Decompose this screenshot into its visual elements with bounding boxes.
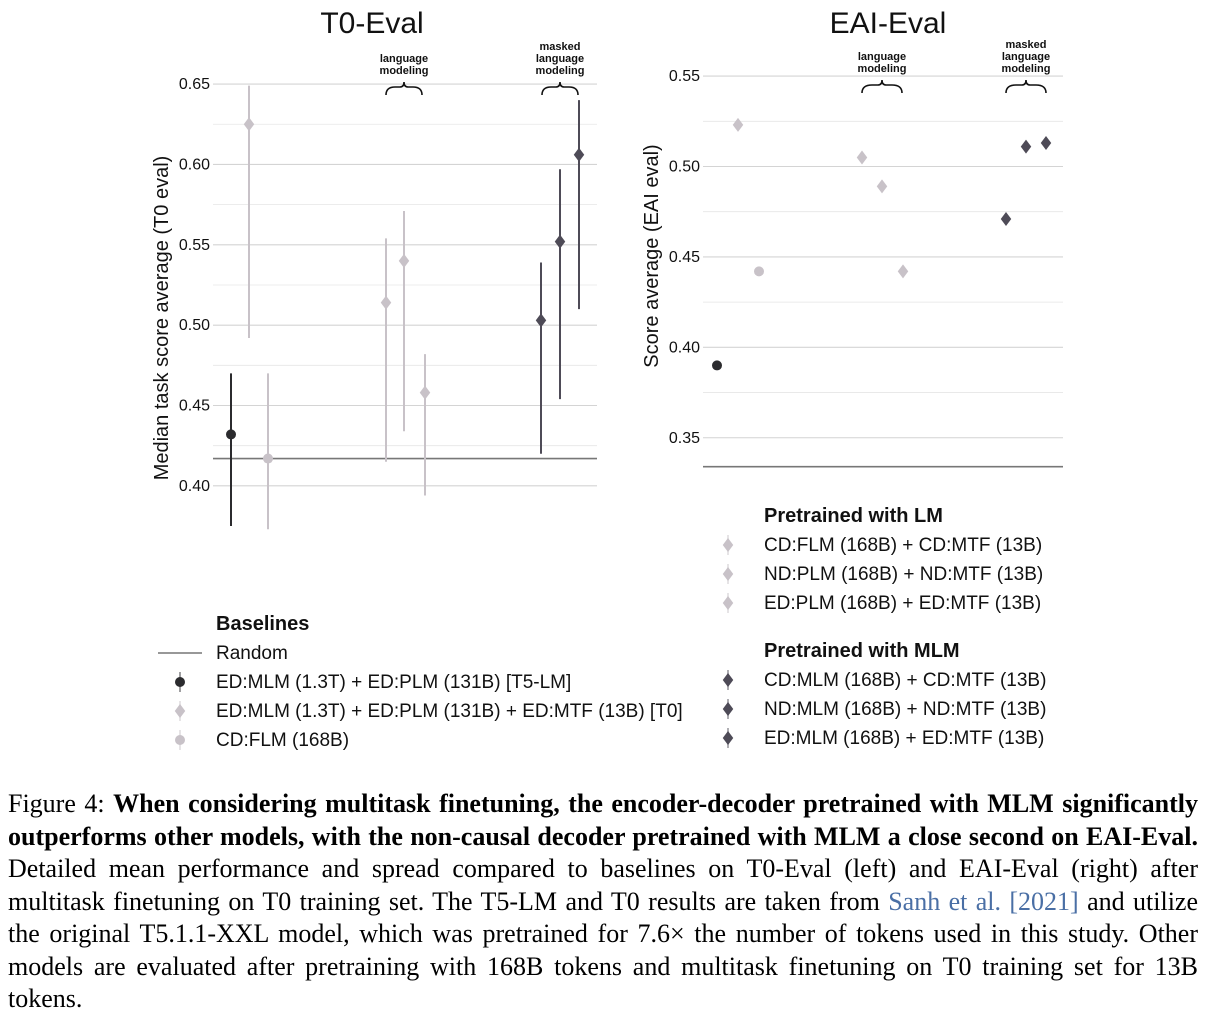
mlm-legend-marker — [722, 673, 734, 687]
t0-eval-annotation-text: language — [536, 53, 584, 65]
lm-legend-label: ED:PLM (168B) + ED:MTF (13B) — [764, 593, 1041, 614]
t0-eval-y-tick-label: 0.40 — [179, 478, 210, 495]
t0-eval-data-point — [243, 117, 255, 132]
t0-eval-data-point — [380, 295, 392, 310]
baselines-legend-title: Baselines — [216, 613, 309, 635]
lm-legend-label: CD:FLM (168B) + CD:MTF (13B) — [764, 535, 1042, 556]
t0-eval-annotation-brace — [541, 81, 579, 96]
eai-eval-annotation-text: modeling — [1002, 63, 1051, 75]
t0-eval-y-tick-label: 0.65 — [179, 76, 210, 93]
t0-eval-y-tick-label: 0.50 — [179, 317, 210, 334]
t0-eval-y-axis-label: Median task score average (T0 eval) — [151, 156, 173, 481]
lm-legend-marker — [722, 538, 734, 552]
eai-eval-y-axis-label: Score average (EAI eval) — [641, 144, 663, 367]
t0-eval-annotation-brace — [385, 81, 423, 96]
eai-eval-annotation-text: masked — [1006, 39, 1047, 51]
eai-eval-annotation-brace — [861, 79, 903, 94]
eai-eval-data-point — [897, 264, 909, 279]
eai-eval-title: EAI-Eval — [830, 7, 947, 40]
baselines-legend-label: Random — [216, 643, 288, 664]
t0-eval-annotation-text: language — [380, 53, 428, 65]
figure-caption: Figure 4: When considering multitask fin… — [8, 788, 1198, 1016]
mlm-legend-marker — [722, 731, 734, 745]
eai-eval-y-tick-label: 0.45 — [669, 249, 700, 266]
legend-pretrained-lm: Pretrained with LM CD:FLM (168B) + CD:MTF… — [722, 505, 1043, 614]
eai-eval-y-tick-label: 0.40 — [669, 339, 700, 356]
eai-eval-annotation-brace — [1005, 79, 1047, 94]
mlm-legend-title: Pretrained with MLM — [764, 640, 960, 662]
mlm-legend-label: ND:MLM (168B) + ND:MTF (13B) — [764, 699, 1046, 720]
eai-eval-data-point — [754, 266, 764, 277]
t0-eval-y-tick-label: 0.55 — [179, 237, 210, 254]
eai-eval-data-point — [1020, 139, 1032, 154]
figure-4: T0-Eval 0.40 0.45 0.50 0.55 0.60 0.65 Median … — [151, 7, 1063, 751]
eai-eval-data-point — [856, 150, 868, 165]
lm-legend-label: ND:PLM (168B) + ND:MTF (13B) — [764, 564, 1043, 585]
t0-eval-marks — [226, 85, 585, 530]
eai-eval-data-point — [1000, 211, 1012, 226]
t0-eval-annotation-text: masked — [540, 41, 581, 53]
t0-eval-data-point — [554, 234, 566, 249]
caption-label: Figure 4: — [8, 789, 105, 818]
eai-eval-annotation-text: language — [1002, 51, 1050, 63]
baselines-legend-marker — [175, 735, 185, 745]
eai-eval-data-point — [732, 117, 744, 132]
legend-pretrained-mlm: Pretrained with MLM CD:MLM (168B) + CD:MT… — [722, 640, 1046, 749]
lm-legend-title: Pretrained with LM — [764, 505, 943, 527]
t0-eval-annotation-text: modeling — [536, 65, 585, 77]
t0-eval-data-point — [226, 429, 236, 440]
legend-baselines: Baselines Random ED:MLM (1.3T) + ED:PLM (1… — [158, 613, 683, 751]
mlm-legend-label: ED:MLM (168B) + ED:MTF (13B) — [764, 728, 1044, 749]
baselines-legend-label: ED:MLM (1.3T) + ED:PLM (131B) + ED:MTF (… — [216, 701, 683, 722]
t0-eval-title: T0-Eval — [320, 7, 423, 40]
eai-eval-y-tick-label: 0.35 — [669, 430, 700, 447]
eai-eval-panel: EAI-Eval 0.35 0.40 0.45 0.50 0.55 Score aver… — [641, 7, 1063, 468]
t0-eval-y-ticks: 0.40 0.45 0.50 0.55 0.60 0.65 — [179, 76, 210, 495]
t0-eval-annotation-text: modeling — [380, 65, 429, 77]
eai-eval-annotation-text: modeling — [858, 63, 907, 75]
baselines-legend-marker — [175, 677, 185, 687]
eai-eval-marks — [712, 117, 1052, 371]
eai-eval-data-point — [712, 360, 722, 371]
eai-eval-gridlines — [703, 75, 1063, 468]
mlm-legend-marker — [722, 702, 734, 716]
t0-eval-data-point — [419, 385, 431, 400]
eai-eval-data-point — [876, 179, 888, 194]
eai-eval-y-ticks: 0.35 0.40 0.45 0.50 0.55 — [669, 68, 700, 447]
caption-text-2: and utilize the original T5.1.1-XXL mode… — [8, 886, 1199, 1014]
caption-text-1: Detailed mean performance and spread com… — [8, 854, 1198, 916]
eai-eval-y-tick-label: 0.50 — [669, 159, 700, 176]
lm-legend-marker — [722, 567, 734, 581]
baselines-legend-label: ED:MLM (1.3T) + ED:PLM (131B) [T5-LM] — [216, 672, 571, 693]
t0-eval-data-point — [535, 313, 547, 328]
t0-eval-data-point — [263, 453, 273, 464]
eai-eval-data-point — [1040, 135, 1052, 150]
mlm-legend-label: CD:MLM (168B) + CD:MTF (13B) — [764, 670, 1046, 691]
eai-eval-y-tick-label: 0.55 — [669, 68, 700, 85]
eai-eval-annotation-text: language — [858, 51, 906, 63]
t0-eval-y-tick-label: 0.45 — [179, 398, 210, 415]
lm-legend-marker — [722, 596, 734, 610]
t0-eval-data-point — [398, 253, 410, 268]
baselines-legend-label: CD:FLM (168B) — [216, 730, 349, 751]
baselines-legend-marker — [174, 704, 186, 718]
caption-citation-link[interactable]: Sanh et al. [2021] — [888, 886, 1079, 916]
t0-eval-y-tick-label: 0.60 — [179, 156, 210, 173]
t0-eval-data-point — [573, 147, 585, 162]
t0-eval-panel: T0-Eval 0.40 0.45 0.50 0.55 0.60 0.65 Median … — [151, 7, 597, 530]
caption-bold: When considering multitask finetuning, t… — [8, 789, 1199, 851]
